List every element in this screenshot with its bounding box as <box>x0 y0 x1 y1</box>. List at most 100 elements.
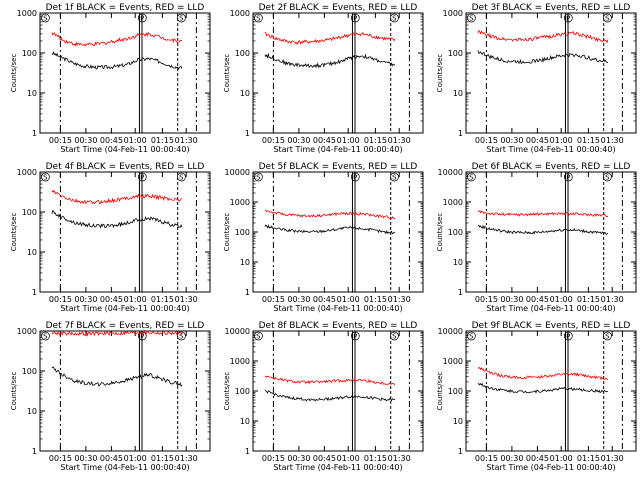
marker-circle <box>350 172 360 182</box>
x-axis-label: Start Time (04-Feb-11 00:00:40) <box>486 304 615 313</box>
marker-label: P <box>140 15 144 23</box>
marker-circle <box>603 172 612 182</box>
y-tick-label: 1000 <box>230 357 250 366</box>
y-tick-label: 10000 <box>438 327 463 336</box>
marker-label: S <box>179 333 184 341</box>
marker-label: S <box>392 15 397 23</box>
x-tick-label: 01:15 <box>364 295 387 304</box>
x-tick-label: 00:45 <box>526 136 549 145</box>
y-tick-label: 10000 <box>225 168 250 177</box>
plot-frame <box>465 171 637 293</box>
marker-circle <box>137 331 147 341</box>
marker-label: P <box>566 333 570 341</box>
marker-label: S <box>256 333 261 341</box>
y-tick-label: 1 <box>245 288 250 297</box>
marker-label: P <box>566 174 570 182</box>
plot-frame <box>39 171 211 293</box>
x-tick-label: 01:15 <box>577 454 600 463</box>
events-series-line <box>477 382 609 394</box>
lld-series-line <box>477 366 609 381</box>
events-series-line <box>264 224 396 235</box>
x-tick-label: 01:15 <box>151 136 174 145</box>
x-tick-label: 01:30 <box>175 454 198 463</box>
marker-circle <box>41 331 50 341</box>
y-tick-label: 100 <box>22 49 37 58</box>
x-tick-label: 01:15 <box>151 454 174 463</box>
panel-det-1: Det 1f BLACK = Events, RED = LLD 1 10 100 10… <box>10 3 211 154</box>
y-tick-label: 10 <box>453 417 463 426</box>
y-axis-label: Counts/sec <box>10 213 18 252</box>
x-axis-label: Start Time (04-Feb-11 00:00:40) <box>273 145 402 154</box>
x-tick-label: 00:45 <box>526 454 549 463</box>
panel-title: Det 4f BLACK = Events, RED = LLD <box>46 162 205 172</box>
x-tick-label: 00:30 <box>287 454 310 463</box>
x-tick-label: 01:15 <box>151 295 174 304</box>
marker-label: S <box>43 174 48 182</box>
marker-circle <box>177 13 186 23</box>
y-tick-label: 1000 <box>17 9 37 18</box>
panel-title: Det 6f BLACK = Events, RED = LLD <box>472 162 631 172</box>
x-axis-label: Start Time (04-Feb-11 00:00:40) <box>486 145 615 154</box>
x-tick-label: 01:30 <box>175 295 198 304</box>
lld-series-line <box>477 210 609 218</box>
x-tick-label: 00:15 <box>262 295 285 304</box>
x-tick-label: 01:00 <box>337 136 360 145</box>
marker-circle <box>137 13 147 23</box>
marker-circle <box>254 172 263 182</box>
plot-frame <box>39 330 211 452</box>
x-tick-label: 01:15 <box>577 295 600 304</box>
lld-series-line <box>264 31 396 45</box>
marker-label: P <box>353 174 357 182</box>
x-tick-label: 01:30 <box>388 295 411 304</box>
y-axis-label: Counts/sec <box>436 372 444 411</box>
y-tick-label: 100 <box>235 49 250 58</box>
marker-circle <box>177 172 186 182</box>
marker-label: S <box>179 174 184 182</box>
x-tick-label: 01:30 <box>388 136 411 145</box>
y-tick-label: 100 <box>22 208 37 217</box>
y-axis-label: Counts/sec <box>223 372 231 411</box>
y-tick-label: 10 <box>27 248 37 257</box>
lld-series-line <box>264 209 396 220</box>
marker-circle <box>390 172 399 182</box>
panel-det-5: Det 5f BLACK = Events, RED = LLD 1 10 100 10… <box>223 162 424 313</box>
marker-label: S <box>605 333 610 341</box>
y-tick-label: 10 <box>27 407 37 416</box>
y-tick-label: 1000 <box>230 9 250 18</box>
panel-det-6: Det 6f BLACK = Events, RED = LLD 1 10 100 10… <box>436 162 637 313</box>
x-tick-label: 00:45 <box>100 136 123 145</box>
plot-frame <box>39 12 211 134</box>
x-tick-label: 00:45 <box>313 295 336 304</box>
y-tick-label: 1 <box>458 288 463 297</box>
x-tick-label: 00:45 <box>313 136 336 145</box>
plot-frame <box>252 12 424 134</box>
plot-frame <box>252 330 424 452</box>
x-tick-label: 01:30 <box>601 454 624 463</box>
x-tick-label: 01:00 <box>337 295 360 304</box>
lld-series-line <box>51 329 183 337</box>
y-tick-label: 10 <box>240 89 250 98</box>
x-axis-label: Start Time (04-Feb-11 00:00:40) <box>273 304 402 313</box>
marker-circle <box>467 172 476 182</box>
marker-circle <box>177 331 186 341</box>
y-tick-label: 100 <box>448 49 463 58</box>
marker-circle <box>254 331 263 341</box>
y-tick-label: 100 <box>235 387 250 396</box>
marker-circle <box>563 331 573 341</box>
y-axis-label: Counts/sec <box>10 372 18 411</box>
y-tick-label: 1 <box>245 129 250 138</box>
y-tick-label: 100 <box>235 228 250 237</box>
panel-title: Det 5f BLACK = Events, RED = LLD <box>259 162 418 172</box>
panel-det-8: Det 8f BLACK = Events, RED = LLD 1 10 100 10… <box>223 321 424 472</box>
y-tick-label: 1 <box>458 447 463 456</box>
marker-label: S <box>605 174 610 182</box>
x-tick-label: 01:00 <box>550 295 573 304</box>
panel-det-2: Det 2f BLACK = Events, RED = LLD 1 10 100 10… <box>223 3 424 154</box>
marker-label: P <box>353 333 357 341</box>
marker-circle <box>603 13 612 23</box>
x-tick-label: 01:00 <box>124 136 147 145</box>
lld-series-line <box>51 31 183 47</box>
events-series-line <box>51 50 183 71</box>
panel-title: Det 9f BLACK = Events, RED = LLD <box>472 321 631 331</box>
